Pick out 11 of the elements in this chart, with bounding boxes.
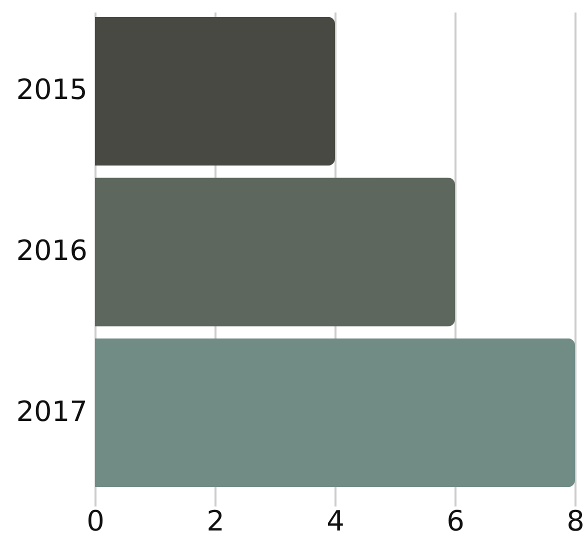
x-tick-label: 0 — [86, 504, 104, 533]
x-tick-label: 8 — [566, 504, 584, 533]
bar — [95, 16, 335, 166]
x-tick-label: 2 — [206, 504, 224, 533]
x-tick-label: 4 — [326, 504, 344, 533]
y-tick-label: 2015 — [16, 73, 88, 106]
bar — [95, 178, 455, 326]
y-tick-label: 2017 — [16, 394, 88, 428]
x-tick-label: 6 — [446, 504, 464, 533]
bar — [95, 338, 575, 488]
y-tick-label: 2016 — [16, 234, 88, 267]
